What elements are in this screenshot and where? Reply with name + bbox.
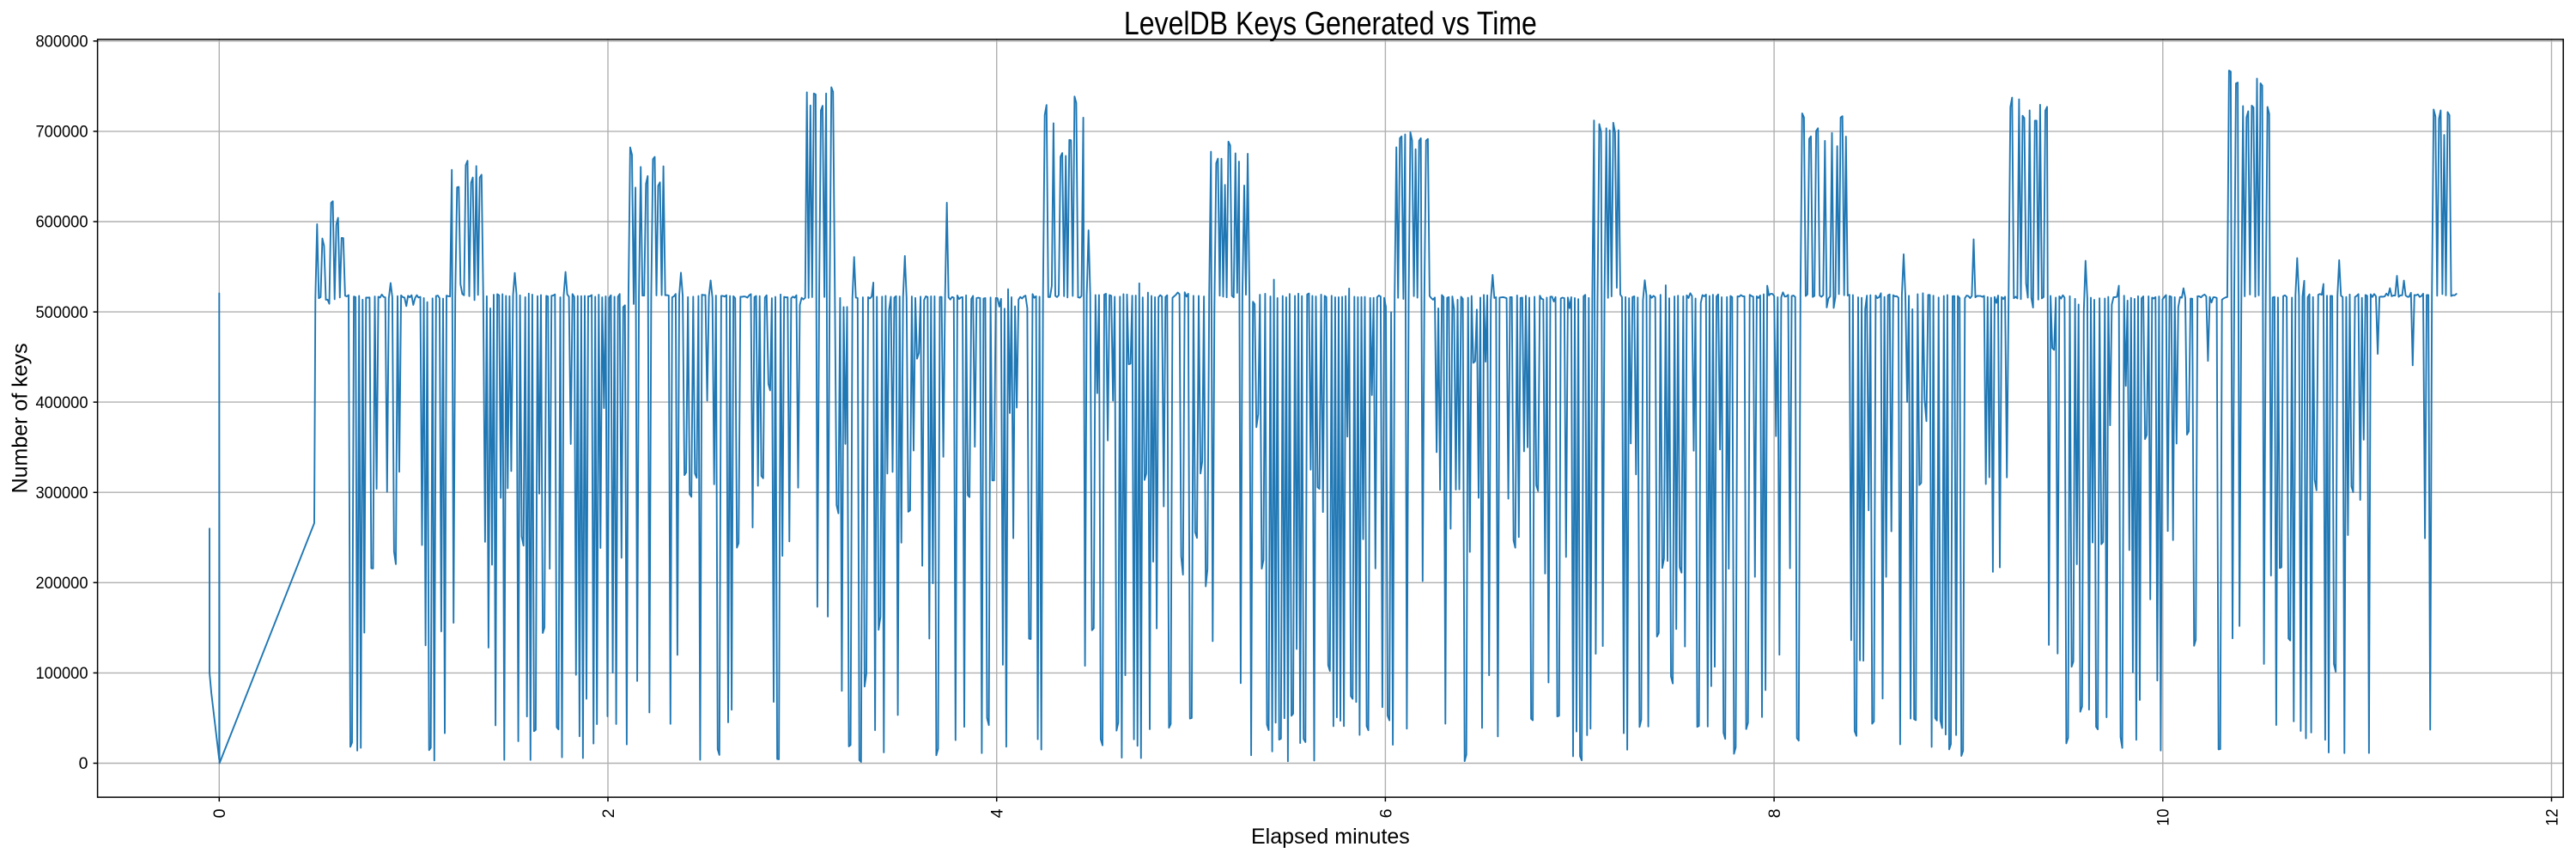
svg-text:Elapsed minutes: Elapsed minutes: [1251, 825, 1410, 849]
svg-text:4: 4: [988, 808, 1007, 818]
svg-text:10: 10: [2154, 808, 2173, 825]
svg-text:400000: 400000: [36, 393, 88, 412]
svg-text:LevelDB Keys Generated vs Time: LevelDB Keys Generated vs Time: [1124, 6, 1537, 42]
svg-text:Number of keys: Number of keys: [9, 343, 33, 493]
svg-text:100000: 100000: [36, 664, 88, 683]
svg-text:2: 2: [599, 809, 618, 819]
svg-text:300000: 300000: [36, 484, 88, 503]
svg-text:0: 0: [79, 754, 88, 773]
svg-text:700000: 700000: [36, 123, 88, 142]
svg-text:600000: 600000: [36, 213, 88, 232]
svg-text:500000: 500000: [36, 303, 88, 322]
svg-text:800000: 800000: [36, 33, 88, 52]
svg-text:0: 0: [210, 808, 229, 818]
svg-text:6: 6: [1376, 809, 1395, 819]
svg-text:200000: 200000: [36, 574, 88, 593]
svg-text:12: 12: [2543, 809, 2561, 826]
svg-text:8: 8: [1765, 809, 1784, 819]
